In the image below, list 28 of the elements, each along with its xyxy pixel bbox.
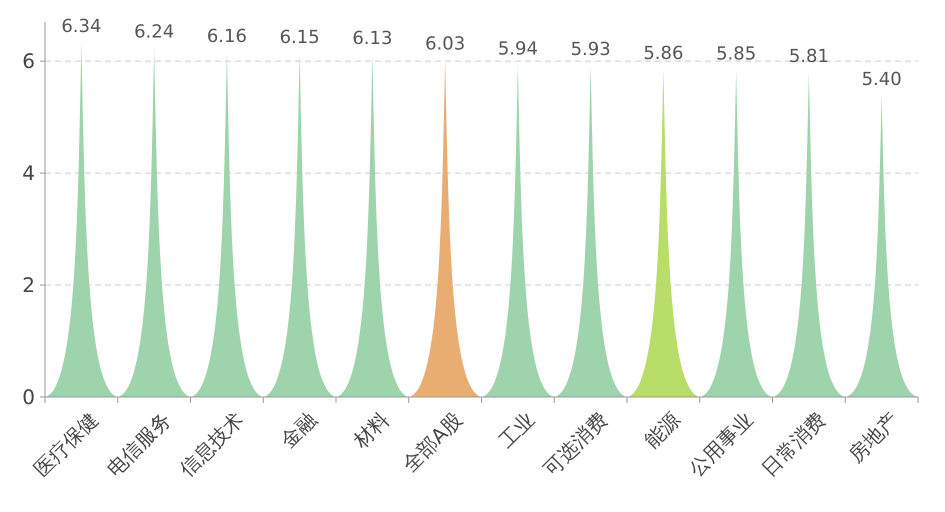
data-label: 5.86 xyxy=(643,43,684,64)
x-tick-label: 医疗保健 xyxy=(29,407,103,482)
y-tick-label: 2 xyxy=(22,273,35,298)
x-tick-label: 房地产 xyxy=(844,407,904,467)
data-label: 5.85 xyxy=(716,44,756,65)
y-tick-label: 4 xyxy=(22,161,35,186)
x-tick-label: 电信服务 xyxy=(102,407,176,482)
data-label: 6.24 xyxy=(134,22,174,43)
x-tick-label: 金融 xyxy=(276,407,322,453)
x-tick-label: 全部A股 xyxy=(397,407,467,477)
data-label: 5.81 xyxy=(788,46,829,67)
data-label: 6.15 xyxy=(280,26,320,48)
data-label: 6.16 xyxy=(206,26,247,48)
x-tick-label: 材料 xyxy=(348,407,394,454)
x-tick-label: 信息技术 xyxy=(174,407,248,482)
y-tick-label: 0 xyxy=(22,385,35,409)
y-tick-label: 6 xyxy=(22,49,35,74)
data-label: 5.94 xyxy=(498,38,538,60)
x-tick-label: 工业 xyxy=(494,407,540,453)
data-label: 5.40 xyxy=(862,68,902,90)
data-label: 6.13 xyxy=(352,28,392,49)
data-label: 6.34 xyxy=(61,16,102,38)
x-tick-label: 日常消费 xyxy=(756,407,830,482)
x-tick-label: 可选消费 xyxy=(538,407,612,482)
x-tick-label: 能源 xyxy=(640,407,685,453)
data-label: 6.03 xyxy=(425,34,466,54)
data-label: 5.93 xyxy=(570,39,611,60)
x-tick-label: 公用事业 xyxy=(684,407,758,482)
